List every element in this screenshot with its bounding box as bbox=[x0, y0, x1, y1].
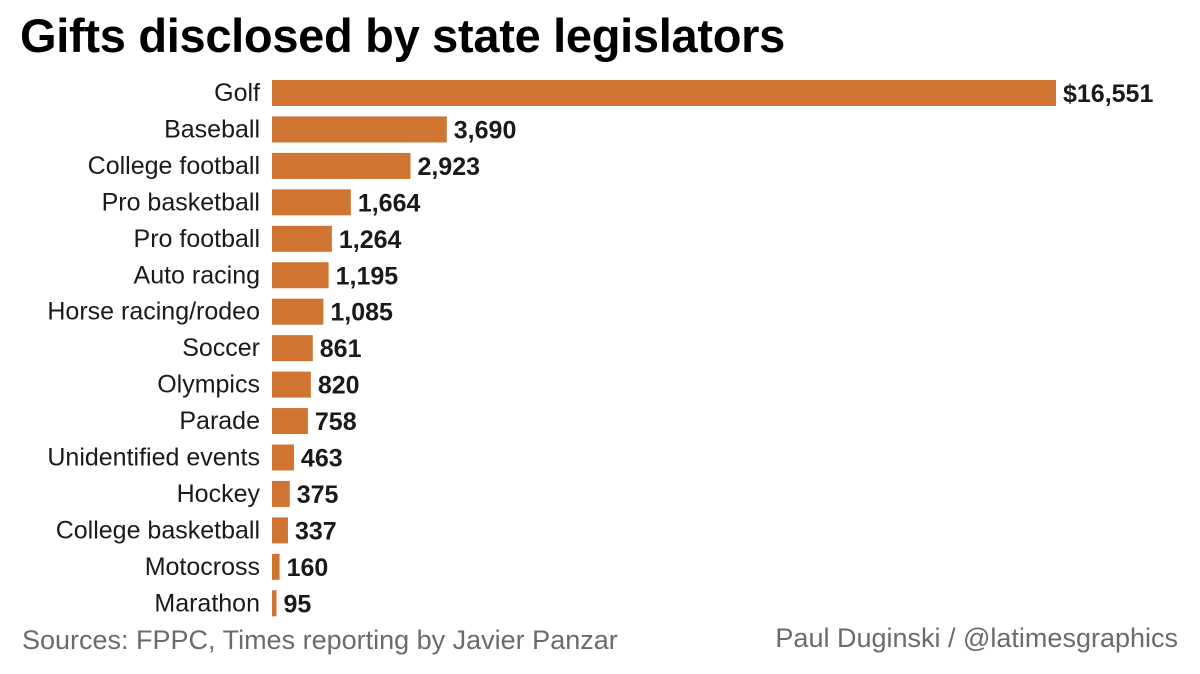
category-label-hockey: Hockey bbox=[177, 480, 261, 508]
bar-marathon bbox=[272, 590, 277, 617]
value-label-marathon: 95 bbox=[284, 590, 312, 618]
bar-golf bbox=[272, 80, 1056, 106]
bar-auto-racing bbox=[272, 262, 329, 289]
value-label-parade: 758 bbox=[315, 408, 357, 436]
bar-parade bbox=[272, 408, 308, 435]
category-label-marathon: Marathon bbox=[154, 589, 260, 617]
value-label-horse-racing-rodeo: 1,085 bbox=[330, 299, 393, 327]
bar-soccer bbox=[272, 335, 313, 362]
value-label-college-basketball: 337 bbox=[295, 517, 337, 545]
value-label-motocross: 160 bbox=[287, 554, 329, 582]
value-label-unidentified-events: 463 bbox=[301, 445, 343, 473]
value-label-pro-football: 1,264 bbox=[339, 226, 402, 254]
category-label-auto-racing: Auto racing bbox=[134, 261, 260, 289]
category-label-parade: Parade bbox=[179, 407, 260, 435]
value-label-college-football: 2,923 bbox=[417, 153, 480, 181]
value-label-baseball: 3,690 bbox=[454, 116, 517, 144]
category-label-soccer: Soccer bbox=[182, 334, 260, 362]
category-label-golf: Golf bbox=[214, 79, 260, 107]
category-label-olympics: Olympics bbox=[157, 371, 260, 399]
sources-note: Sources: FPPC, Times reporting by Javier… bbox=[22, 625, 618, 655]
value-label-auto-racing: 1,195 bbox=[336, 262, 399, 290]
category-label-horse-racing-rodeo: Horse racing/rodeo bbox=[47, 298, 260, 326]
value-label-soccer: 861 bbox=[320, 335, 362, 363]
category-label-unidentified-events: Unidentified events bbox=[47, 444, 260, 472]
bar-motocross bbox=[272, 553, 280, 580]
value-label-golf: $16,551 bbox=[1063, 80, 1153, 108]
bar-pro-football bbox=[272, 225, 332, 252]
bar-college-basketball bbox=[272, 517, 288, 544]
category-label-college-basketball: College basketball bbox=[56, 516, 260, 544]
chart-title: Gifts disclosed by state legislators bbox=[20, 9, 785, 62]
value-label-hockey: 375 bbox=[297, 481, 339, 509]
category-label-baseball: Baseball bbox=[164, 115, 260, 143]
value-label-pro-basketball: 1,664 bbox=[358, 189, 421, 217]
bar-pro-basketball bbox=[272, 189, 351, 216]
category-label-college-football: College football bbox=[88, 152, 260, 180]
credit-note: Paul Duginski / @latimesgraphics bbox=[775, 623, 1178, 653]
value-label-olympics: 820 bbox=[318, 372, 360, 400]
category-label-pro-football: Pro football bbox=[134, 225, 260, 253]
category-label-motocross: Motocross bbox=[145, 553, 260, 581]
category-label-pro-basketball: Pro basketball bbox=[102, 188, 260, 216]
bar-unidentified-events bbox=[272, 444, 294, 471]
bar-hockey bbox=[272, 480, 290, 507]
bar-baseball bbox=[272, 116, 447, 143]
bar-olympics bbox=[272, 371, 311, 398]
bar-horse-racing-rodeo bbox=[272, 298, 324, 325]
bar-college-football bbox=[272, 152, 411, 179]
